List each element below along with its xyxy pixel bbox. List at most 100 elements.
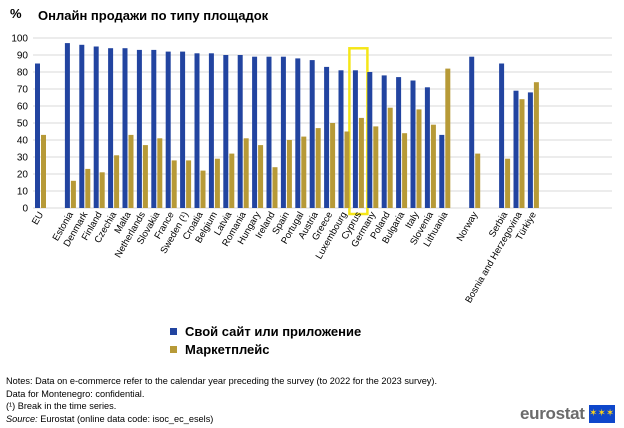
- bar-marketplace: [402, 133, 408, 208]
- bars: [35, 43, 539, 209]
- legend-swatch-series2: [170, 345, 177, 353]
- y-axis-unit: %: [10, 6, 22, 21]
- bar-own-site: [122, 48, 128, 209]
- bar-own-site: [151, 49, 157, 209]
- bar-marketplace: [286, 140, 292, 208]
- notes-line-3: (¹) Break in the time series.: [6, 401, 117, 411]
- bar-own-site: [499, 63, 505, 208]
- y-tick-label: 70: [17, 85, 29, 96]
- highlight-box: [348, 47, 369, 216]
- bar-own-site: [180, 51, 186, 208]
- bar-marketplace: [344, 131, 350, 208]
- bar-marketplace: [99, 172, 105, 208]
- bar-own-site: [338, 70, 344, 208]
- bar-own-site: [136, 49, 142, 209]
- bar-marketplace: [258, 145, 264, 208]
- bar-marketplace: [214, 158, 220, 208]
- bar-marketplace: [41, 134, 46, 208]
- x-tick-label: Norway: [455, 210, 481, 244]
- bar-own-site: [79, 44, 85, 208]
- bar-marketplace: [301, 136, 307, 208]
- x-tick-labels: EU EstoniaDenmarkFinlandCzechiaMaltaNethe…: [30, 209, 539, 305]
- bar-own-site: [223, 55, 229, 208]
- bar-own-site: [527, 92, 533, 208]
- bar-own-site: [237, 55, 243, 208]
- bar-marketplace: [430, 124, 436, 208]
- bar-marketplace: [243, 138, 249, 208]
- y-tick-label: 100: [11, 34, 28, 45]
- notes: Notes: Data on e-commerce refer to the c…: [6, 375, 437, 425]
- bar-marketplace: [186, 160, 192, 208]
- bar-own-site: [513, 90, 519, 208]
- legend-label-series1: Свой сайт или приложение: [185, 323, 362, 339]
- legend-label-series2: Маркетплейс: [185, 341, 270, 357]
- bar-marketplace: [358, 117, 364, 208]
- bar-own-site: [280, 56, 286, 209]
- notes-line-1: Notes: Data on e-commerce refer to the c…: [6, 376, 438, 386]
- bar-own-site: [108, 48, 114, 209]
- bar-marketplace: [142, 145, 148, 208]
- bar-marketplace: [128, 134, 134, 208]
- bar-marketplace: [85, 168, 91, 208]
- bar-marketplace: [330, 123, 336, 208]
- bar-marketplace: [373, 126, 379, 208]
- bar-marketplace: [70, 180, 76, 208]
- bar-marketplace: [229, 153, 235, 208]
- chart-title: Онлайн продажи по типу площадок: [38, 8, 269, 23]
- highlight-box-layer: [348, 47, 369, 216]
- legend: Свой сайт или приложение Маркетплейс: [170, 322, 361, 358]
- bar-own-site: [165, 51, 171, 208]
- bar-chart: 0 10 20 30 40 50 60 70 80 90 100 EU EstoniaDenmarkF…: [11, 34, 612, 305]
- source-text: Eurostat (online data code: isoc_ec_esel…: [37, 413, 214, 424]
- bar-marketplace: [533, 82, 539, 208]
- bar-marketplace: [445, 68, 451, 208]
- bar-marketplace: [315, 128, 321, 208]
- bar-own-site: [35, 63, 40, 208]
- bar-marketplace: [114, 155, 120, 208]
- bar-own-site: [194, 53, 200, 208]
- notes-line-2: Data for Montenegro: confidential.: [6, 388, 145, 399]
- bar-own-site: [64, 43, 70, 208]
- bar-own-site: [381, 75, 387, 209]
- y-tick-label: 40: [17, 136, 29, 147]
- y-tick-labels: 0 10 20 30 40 50 60 70 80 90 100: [11, 34, 28, 215]
- bar-own-site: [352, 70, 358, 208]
- bar-own-site: [396, 77, 402, 208]
- y-tick-label: 80: [17, 68, 29, 79]
- y-tick-label: 60: [17, 102, 29, 113]
- bar-own-site: [295, 58, 301, 209]
- legend-item-own-site: Свой сайт или приложение: [170, 322, 361, 340]
- bar-own-site: [439, 134, 445, 208]
- bar-own-site: [309, 60, 315, 208]
- y-tick-label: 20: [17, 170, 29, 181]
- legend-item-marketplace: Маркетплейс: [170, 340, 361, 358]
- y-tick-label: 10: [17, 187, 29, 198]
- logo-text: eurostat: [520, 404, 585, 423]
- source-line: Source: Eurostat (online data code: isoc…: [6, 413, 437, 426]
- bar-marketplace: [505, 158, 511, 208]
- bar-own-site: [324, 66, 330, 209]
- source-label: Source:: [6, 413, 38, 424]
- bar-own-site: [469, 56, 475, 209]
- y-tick-label: 50: [17, 119, 29, 130]
- bar-marketplace: [416, 109, 422, 208]
- bar-marketplace: [171, 160, 177, 208]
- bar-own-site: [367, 72, 373, 208]
- bar-own-site: [208, 53, 214, 208]
- bar-marketplace: [200, 170, 206, 208]
- legend-swatch-series1: [170, 327, 177, 335]
- bar-marketplace: [387, 107, 393, 208]
- bar-marketplace: [475, 153, 481, 208]
- bar-own-site: [266, 56, 272, 209]
- x-tick-label: EU: [30, 210, 46, 227]
- bar-own-site: [424, 87, 430, 208]
- bar-own-site: [252, 56, 258, 209]
- bar-own-site: [93, 46, 99, 208]
- gridlines: [33, 37, 612, 209]
- y-tick-label: 30: [17, 153, 29, 164]
- y-tick-label: 90: [17, 51, 29, 62]
- eu-flag-icon: ✶✶✶: [588, 405, 615, 423]
- y-tick-label: 0: [22, 204, 28, 215]
- bar-marketplace: [272, 167, 278, 208]
- bar-own-site: [410, 80, 416, 208]
